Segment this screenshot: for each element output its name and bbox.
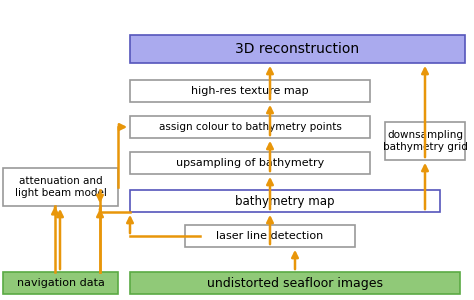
FancyBboxPatch shape: [130, 116, 370, 138]
FancyBboxPatch shape: [130, 272, 460, 294]
Text: undistorted seafloor images: undistorted seafloor images: [207, 277, 383, 290]
Text: navigation data: navigation data: [17, 278, 104, 288]
Text: high-res texture map: high-res texture map: [191, 86, 309, 96]
Text: 3D reconstruction: 3D reconstruction: [236, 42, 360, 56]
FancyBboxPatch shape: [3, 272, 118, 294]
Text: laser line detection: laser line detection: [216, 231, 324, 241]
Text: assign colour to bathymetry points: assign colour to bathymetry points: [159, 122, 341, 132]
Text: upsampling of bathymetry: upsampling of bathymetry: [176, 158, 324, 168]
FancyBboxPatch shape: [130, 80, 370, 102]
FancyBboxPatch shape: [130, 190, 440, 212]
FancyBboxPatch shape: [385, 122, 465, 160]
Text: bathymetry map: bathymetry map: [235, 194, 335, 208]
Text: attenuation and
light beam model: attenuation and light beam model: [15, 176, 107, 198]
FancyBboxPatch shape: [3, 168, 118, 206]
FancyBboxPatch shape: [130, 152, 370, 174]
FancyBboxPatch shape: [185, 225, 355, 247]
Text: downsampling
bathymetry grid: downsampling bathymetry grid: [383, 130, 467, 152]
FancyBboxPatch shape: [130, 35, 465, 63]
